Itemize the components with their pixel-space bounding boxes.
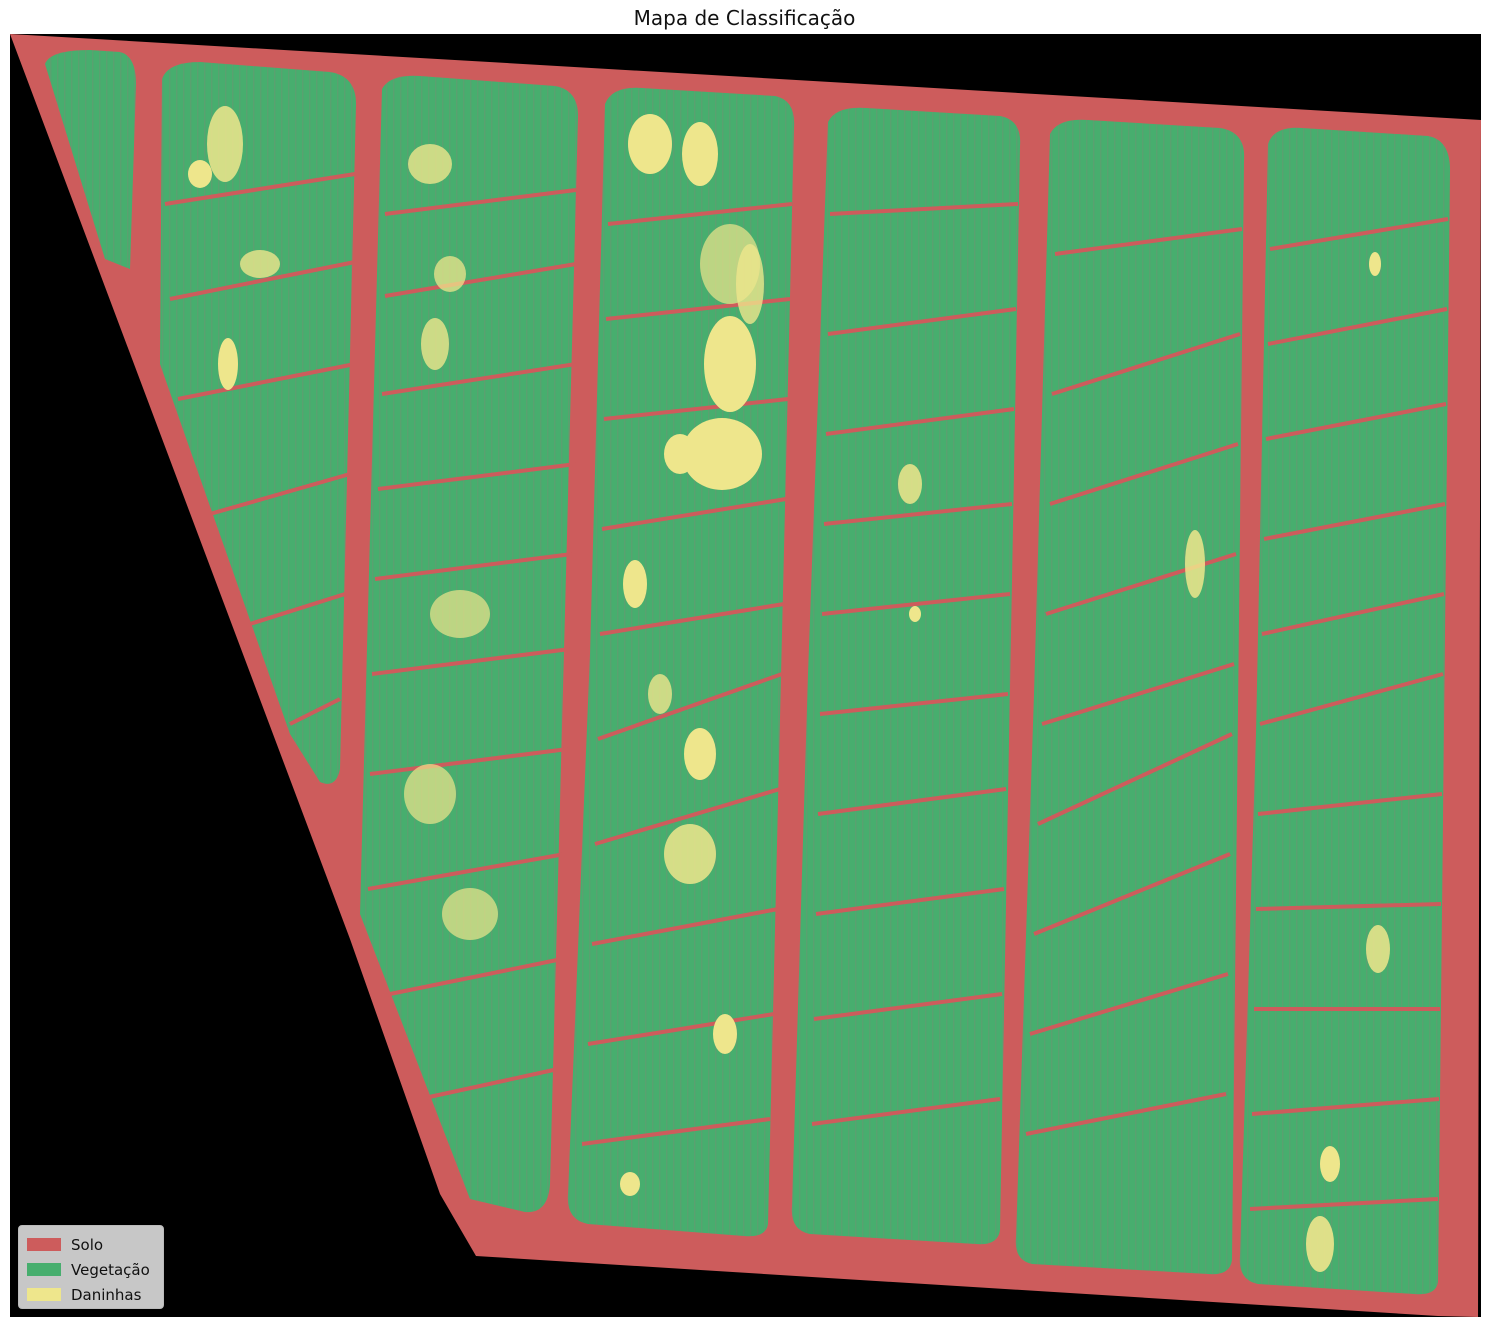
- map-title: Mapa de Classificação: [633, 6, 856, 30]
- legend-item-solo: Solo: [27, 1232, 155, 1257]
- legend-swatch-solo: [27, 1238, 61, 1251]
- legend-label-daninhas: Daninhas: [71, 1285, 142, 1304]
- legend-swatch-vegetacao: [27, 1263, 61, 1276]
- legend-label-vegetacao: Vegetação: [71, 1260, 150, 1279]
- vegetation-block-3: [360, 75, 578, 1213]
- vegetation-block-1: [45, 50, 136, 269]
- weed-patches: [188, 106, 1390, 1272]
- map-legend: Solo Vegetação Daninhas: [18, 1225, 164, 1309]
- legend-item-vegetacao: Vegetação: [27, 1257, 155, 1282]
- vegetation-block-7: [1239, 127, 1450, 1295]
- vegetation-block-5: [791, 107, 1021, 1245]
- vegetation-block-2: [160, 62, 356, 784]
- legend-item-daninhas: Daninhas: [27, 1282, 155, 1307]
- soil-divider-lines: [164, 172, 1449, 1211]
- classification-raster: [10, 34, 1481, 1317]
- legend-label-solo: Solo: [71, 1235, 104, 1254]
- legend-swatch-daninhas: [27, 1288, 61, 1301]
- classification-map: [10, 34, 1481, 1317]
